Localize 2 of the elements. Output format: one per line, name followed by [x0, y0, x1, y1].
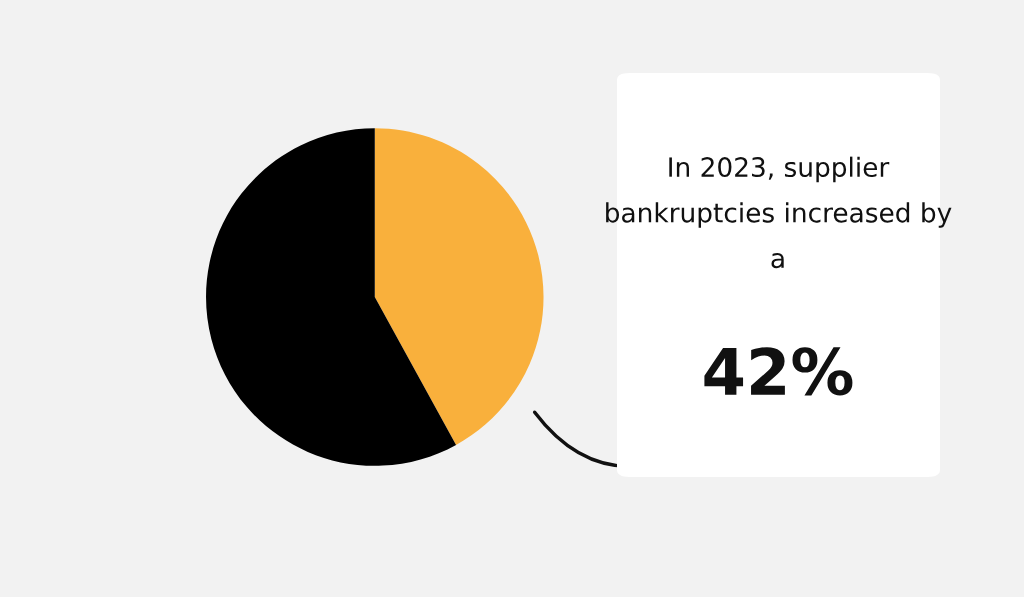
data-label: 42%	[704, 347, 853, 396]
text: In 2023, supplier bankruptcies increased by a	[606, 156, 952, 269]
